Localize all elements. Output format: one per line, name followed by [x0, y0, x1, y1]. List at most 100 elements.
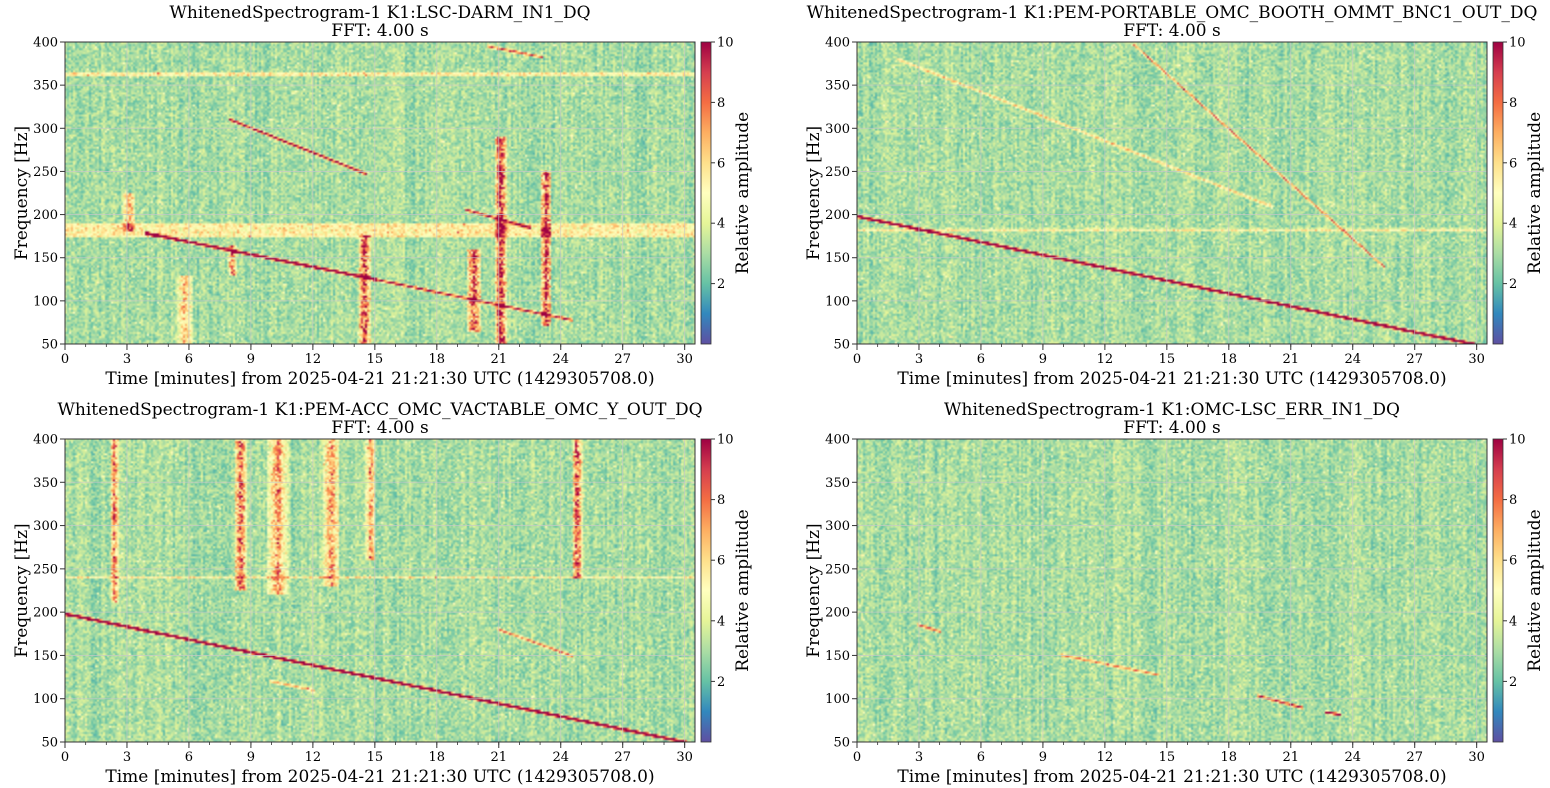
- x-tick-label: 15: [367, 750, 384, 765]
- y-tick-label: 150: [33, 649, 58, 664]
- x-tick-label: 9: [1039, 750, 1047, 765]
- spectrogram-heatmap: [857, 439, 1487, 742]
- y-tick-label: 100: [825, 692, 850, 707]
- x-axis-label: Time [minutes] from 2025-04-21 21:21:30 …: [105, 767, 654, 787]
- colorbar-tick-label: 8: [717, 493, 725, 508]
- x-tick-label: 27: [1406, 750, 1423, 765]
- chart-subtitle: FFT: 4.00 s: [331, 418, 428, 438]
- spectrogram-panel-1: 0 3 6 9 12 15 18 21 24 27 305010015020025030035040…: [12, 3, 753, 389]
- colorbar-tick-label: 2: [717, 675, 725, 690]
- colorbar-tick-label: 10: [1509, 36, 1526, 51]
- y-tick-label: 100: [825, 294, 850, 309]
- x-axis-label: Time [minutes] from 2025-04-21 21:21:30 …: [897, 369, 1446, 389]
- spectrogram-heatmap: [65, 42, 695, 344]
- chart-subtitle: FFT: 4.00 s: [1123, 21, 1220, 41]
- y-tick-label: 350: [825, 476, 850, 491]
- x-tick-label: 12: [305, 750, 322, 765]
- y-tick-label: 400: [33, 36, 58, 51]
- y-tick-label: 250: [825, 165, 850, 180]
- y-tick-label: 350: [33, 476, 58, 491]
- x-tick-label: 21: [1282, 352, 1299, 367]
- x-axis-label: Time [minutes] from 2025-04-21 21:21:30 …: [105, 369, 654, 389]
- x-tick-label: 3: [123, 750, 131, 765]
- y-tick-label: 400: [825, 36, 850, 51]
- y-axis-label: Frequency [Hz]: [12, 126, 32, 260]
- chart-title: WhitenedSpectrogram-1 K1:LSC-DARM_IN1_DQ: [169, 3, 590, 23]
- x-tick-label: 24: [552, 750, 569, 765]
- x-tick-label: 30: [676, 352, 693, 367]
- x-tick-label: 0: [853, 352, 861, 367]
- colorbar-tick-label: 2: [1509, 277, 1517, 292]
- x-tick-label: 12: [1097, 750, 1114, 765]
- x-tick-label: 12: [1097, 352, 1114, 367]
- x-tick-label: 21: [490, 750, 507, 765]
- x-tick-label: 24: [1344, 750, 1361, 765]
- y-tick-label: 300: [825, 122, 850, 137]
- x-tick-label: 6: [977, 750, 985, 765]
- colorbar-tick-label: 10: [717, 36, 734, 51]
- colorbar-tick-label: 10: [717, 433, 734, 448]
- colorbar-tick-label: 2: [717, 277, 725, 292]
- x-tick-label: 3: [915, 750, 923, 765]
- colorbar-tick-label: 2: [1509, 675, 1517, 690]
- x-tick-label: 27: [614, 750, 631, 765]
- colorbar-tick-label: 4: [717, 217, 725, 232]
- colorbar-tick-label: 8: [717, 96, 725, 111]
- plot-frame: [64, 438, 696, 743]
- y-tick-label: 200: [33, 208, 58, 223]
- spectrogram-heatmap: [857, 42, 1487, 344]
- colorbar-tick-label: 6: [1509, 554, 1517, 569]
- colorbar: [700, 438, 712, 743]
- x-tick-label: 0: [61, 352, 69, 367]
- y-tick-label: 200: [33, 606, 58, 621]
- colorbar-tick-label: 10: [1509, 433, 1526, 448]
- x-tick-label: 6: [185, 352, 193, 367]
- colorbar: [700, 41, 712, 345]
- y-tick-label: 50: [41, 736, 58, 751]
- colorbar-tick-label: 6: [717, 156, 725, 171]
- x-tick-label: 27: [614, 352, 631, 367]
- y-tick-label: 300: [825, 519, 850, 534]
- chart-subtitle: FFT: 4.00 s: [1123, 418, 1220, 438]
- colorbar-tick-label: 4: [1509, 614, 1517, 629]
- y-tick-label: 350: [825, 79, 850, 94]
- y-tick-label: 250: [33, 165, 58, 180]
- y-tick-label: 100: [33, 692, 58, 707]
- y-tick-label: 50: [833, 736, 850, 751]
- spectrogram-panel-3: 0 3 6 9 12 15 18 21 24 27 305010015020025030035040…: [12, 400, 753, 787]
- y-tick-label: 50: [41, 338, 58, 353]
- y-tick-label: 400: [33, 433, 58, 448]
- colorbar-label: Relative amplitude: [733, 112, 753, 275]
- x-tick-label: 15: [1159, 352, 1176, 367]
- colorbar-tick-label: 8: [1509, 493, 1517, 508]
- x-tick-label: 24: [552, 352, 569, 367]
- x-tick-label: 21: [1282, 750, 1299, 765]
- x-tick-label: 27: [1406, 352, 1423, 367]
- x-tick-label: 21: [490, 352, 507, 367]
- x-tick-label: 15: [1159, 750, 1176, 765]
- colorbar-tick-label: 8: [1509, 96, 1517, 111]
- x-tick-label: 15: [367, 352, 384, 367]
- plot-frame: [856, 438, 1488, 743]
- y-tick-label: 150: [825, 649, 850, 664]
- x-tick-label: 12: [305, 352, 322, 367]
- plot-frame: [856, 41, 1488, 345]
- colorbar-tick-label: 4: [1509, 217, 1517, 232]
- y-tick-label: 300: [33, 519, 58, 534]
- y-tick-label: 250: [33, 562, 58, 577]
- spectrogram-panel-4: 0 3 6 9 12 15 18 21 24 27 305010015020025030035040…: [804, 400, 1545, 787]
- x-tick-label: 0: [61, 750, 69, 765]
- y-tick-label: 400: [825, 433, 850, 448]
- x-tick-label: 30: [1468, 750, 1485, 765]
- x-tick-label: 9: [247, 750, 255, 765]
- chart-subtitle: FFT: 4.00 s: [331, 21, 428, 41]
- spectrogram-heatmap: [65, 439, 695, 742]
- colorbar-label: Relative amplitude: [733, 509, 753, 672]
- chart-title: WhitenedSpectrogram-1 K1:PEM-PORTABLE_OM…: [807, 3, 1538, 23]
- x-tick-label: 18: [429, 352, 446, 367]
- chart-title: WhitenedSpectrogram-1 K1:PEM-ACC_OMC_VAC…: [57, 400, 702, 420]
- x-tick-label: 9: [1039, 352, 1047, 367]
- x-tick-label: 6: [185, 750, 193, 765]
- x-tick-label: 18: [1221, 352, 1238, 367]
- x-tick-label: 9: [247, 352, 255, 367]
